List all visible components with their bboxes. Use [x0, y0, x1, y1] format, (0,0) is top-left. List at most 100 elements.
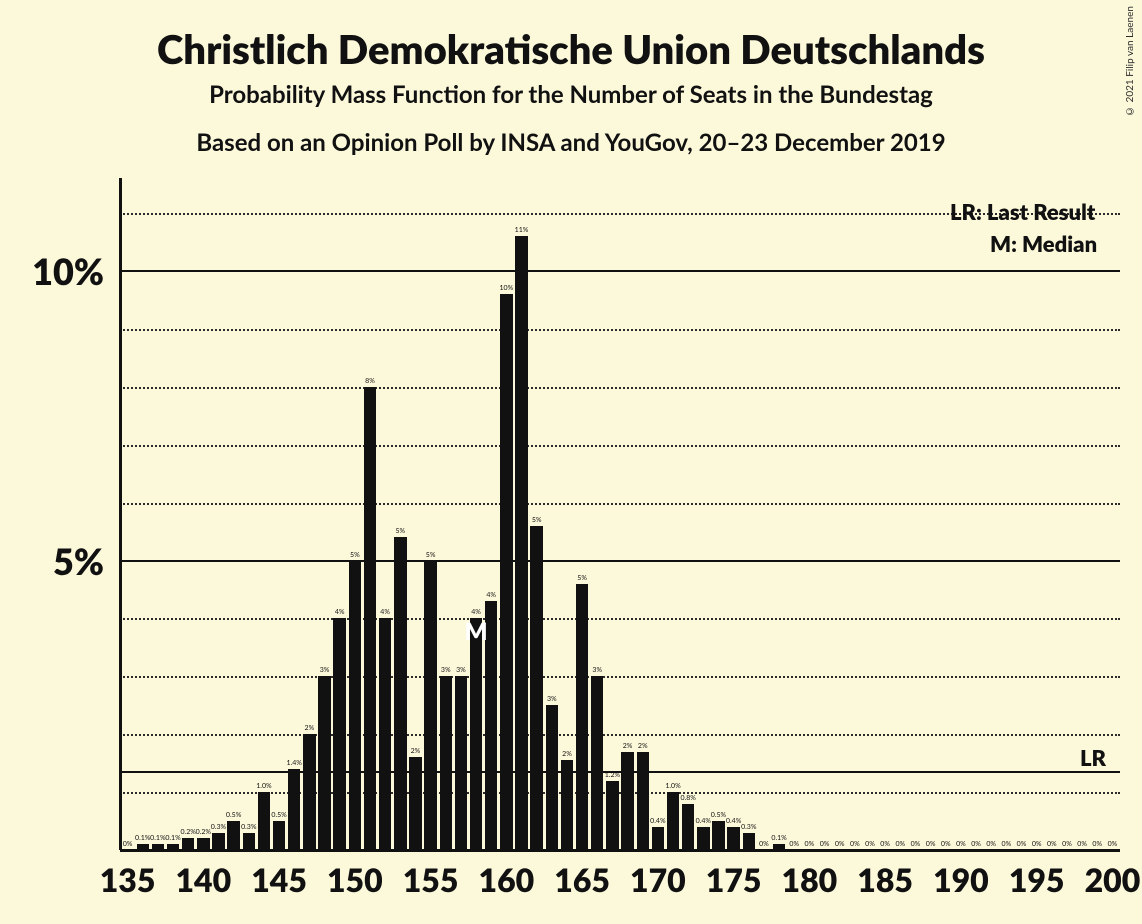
bar	[652, 827, 664, 850]
gridline-minor	[120, 503, 1120, 505]
legend-last-result: LR: Last Result	[950, 198, 1095, 225]
bar	[273, 821, 285, 850]
bar-value-label: 3%	[320, 666, 330, 674]
bar-value-label: 0.2%	[196, 828, 211, 836]
y-tick-label: 10%	[0, 249, 104, 293]
bar-value-label: 0%	[789, 840, 799, 848]
bar	[227, 821, 239, 850]
bar-value-label: 0%	[1092, 840, 1102, 848]
bar-value-label: 0.5%	[271, 811, 286, 819]
title-main: Christlich Demokratische Union Deutschla…	[0, 25, 1142, 73]
bar	[500, 294, 512, 850]
bar-value-label: 0.1%	[165, 834, 180, 842]
bar-value-label: 3%	[456, 666, 466, 674]
bar-value-label: 5%	[350, 551, 360, 559]
bar	[621, 752, 633, 850]
gridline-minor	[120, 387, 1120, 389]
title-subtitle-2: Based on an Opinion Poll by INSA and You…	[0, 128, 1142, 157]
bar	[546, 705, 558, 850]
bar-value-label: 3%	[592, 666, 602, 674]
bar-value-label: 0%	[926, 840, 936, 848]
bar-value-label: 0%	[1077, 840, 1087, 848]
bar-value-label: 3%	[547, 695, 557, 703]
bar	[727, 827, 739, 850]
gridline-minor	[120, 734, 1120, 736]
gridline-minor	[120, 329, 1120, 331]
bar-value-label: 0.4%	[650, 817, 665, 825]
bar	[243, 833, 255, 850]
bar-value-label: 4%	[335, 608, 345, 616]
bar	[697, 827, 709, 850]
bar-value-label: 0.8%	[680, 794, 695, 802]
bar-value-label: 0%	[835, 840, 845, 848]
bar	[470, 618, 482, 850]
bar-value-label: 0%	[986, 840, 996, 848]
bar	[561, 760, 573, 850]
bar-value-label: 8%	[365, 377, 375, 385]
bar-value-label: 0.4%	[726, 817, 741, 825]
x-tick-label: 145	[243, 860, 315, 899]
x-tick-label: 190	[925, 860, 997, 899]
bar-value-label: 0%	[865, 840, 875, 848]
median-marker: M	[462, 617, 490, 646]
bar-value-label: 1.2%	[605, 771, 620, 779]
bar-value-label: 5%	[395, 527, 405, 535]
bar-value-label: 4%	[486, 591, 496, 599]
bar-value-label: 0%	[1108, 840, 1118, 848]
x-tick-label: 140	[167, 860, 239, 899]
bar-value-label: 2%	[411, 747, 421, 755]
plot-area: 0%0.1%0.1%0.1%0.2%0.2%0.3%0.5%0.3%1.0%0.…	[120, 190, 1120, 850]
bar-value-label: 2%	[562, 750, 572, 758]
bar	[379, 618, 391, 850]
x-tick-label: 180	[773, 860, 845, 899]
bar-value-label: 0.5%	[226, 811, 241, 819]
bar-value-label: 11%	[515, 226, 529, 234]
bar	[591, 676, 603, 850]
bar-value-label: 0%	[941, 840, 951, 848]
bar-value-label: 4%	[380, 608, 390, 616]
y-axis	[119, 178, 122, 850]
bar	[667, 792, 679, 850]
bar-value-label: 0%	[895, 840, 905, 848]
bar	[409, 757, 421, 850]
bar-value-label: 0.3%	[741, 823, 756, 831]
bar-value-label: 0%	[880, 840, 890, 848]
bar-value-label: 0.2%	[180, 828, 195, 836]
bar-value-label: 2%	[623, 742, 633, 750]
last-result-label: LR	[1080, 744, 1106, 771]
bar-value-label: 1.0%	[665, 782, 680, 790]
x-tick-label: 150	[319, 860, 391, 899]
bar	[515, 236, 527, 850]
x-tick-label: 200	[1076, 860, 1142, 899]
bar-value-label: 0.1%	[135, 834, 150, 842]
bar-value-label: 10%	[499, 284, 513, 292]
bar-value-label: 0%	[805, 840, 815, 848]
gridline-major	[120, 270, 1120, 272]
bar-value-label: 0%	[1032, 840, 1042, 848]
bar	[606, 781, 618, 850]
gridline-minor	[120, 445, 1120, 447]
bar-value-label: 5%	[577, 574, 587, 582]
bar-value-label: 5%	[426, 551, 436, 559]
x-tick-label: 135	[92, 860, 164, 899]
bar-value-label: 0%	[956, 840, 966, 848]
bar	[440, 676, 452, 850]
bar	[288, 769, 300, 850]
bar-value-label: 0%	[1002, 840, 1012, 848]
bar-value-label: 1.4%	[287, 759, 302, 767]
bar-value-label: 5%	[532, 516, 542, 524]
bar	[682, 804, 694, 850]
bar-value-label: 3%	[441, 666, 451, 674]
bar-value-label: 0%	[1062, 840, 1072, 848]
x-tick-label: 155	[395, 860, 467, 899]
bar	[258, 792, 270, 850]
bar-value-label: 0%	[123, 840, 133, 848]
bar-value-label: 2%	[305, 724, 315, 732]
bar-value-label: 1.0%	[256, 782, 271, 790]
gridline-minor	[120, 618, 1120, 620]
x-axis	[120, 849, 1120, 852]
bar-value-label: 0%	[820, 840, 830, 848]
bar-value-label: 0%	[971, 840, 981, 848]
bar	[303, 734, 315, 850]
bar	[212, 833, 224, 850]
